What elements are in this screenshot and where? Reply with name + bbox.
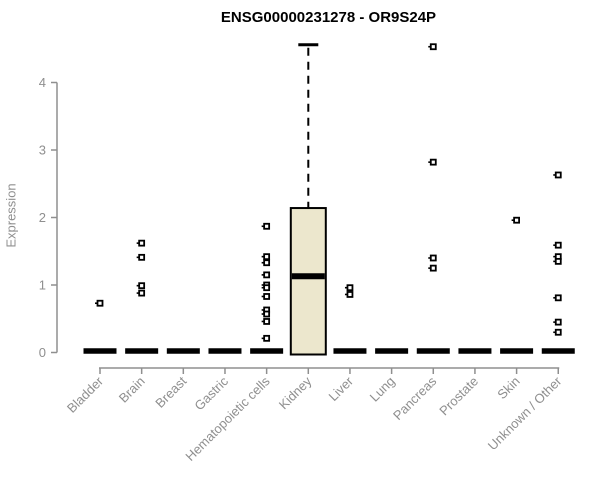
- outlier-point: [138, 253, 146, 261]
- outlier-point: [96, 299, 104, 307]
- outlier-point: [263, 293, 271, 300]
- outlier-point: [263, 253, 271, 261]
- outlier-point: [429, 264, 437, 272]
- x-tick-label: Lung: [367, 374, 398, 405]
- x-tick-label: Pancreas: [390, 373, 440, 423]
- x-tick-label: Brain: [116, 374, 148, 406]
- x-tick-label: Prostate: [436, 374, 481, 419]
- y-tick-label: 3: [39, 143, 46, 158]
- outlier-point: [263, 310, 271, 318]
- outlier-point: [138, 289, 146, 297]
- y-tick-label: 4: [39, 75, 46, 90]
- outlier-point: [429, 254, 437, 262]
- outlier-point: [554, 328, 562, 336]
- outlier-point: [263, 271, 271, 279]
- x-tick-label: Bladder: [64, 373, 107, 416]
- outlier-point: [554, 257, 562, 265]
- y-tick-label: 0: [39, 345, 46, 360]
- outlier-point: [263, 318, 271, 325]
- outlier-point: [554, 318, 562, 326]
- box-Kidney: [289, 207, 327, 356]
- outlier-point: [263, 284, 271, 292]
- x-tick-label: Breast: [152, 373, 189, 410]
- outlier-point: [429, 158, 437, 166]
- outlier-point: [554, 294, 562, 302]
- outlier-point: [263, 222, 271, 230]
- outlier-point: [554, 241, 562, 249]
- outlier-point: [346, 291, 354, 298]
- y-tick-label: 1: [39, 278, 46, 293]
- outlier-point: [263, 259, 271, 267]
- x-tick-label: Liver: [326, 373, 357, 404]
- outlier-point: [138, 282, 146, 290]
- x-tick-label: Kidney: [276, 373, 315, 412]
- outlier-point: [513, 216, 520, 224]
- outlier-point: [429, 43, 437, 51]
- outlier-point: [554, 171, 562, 179]
- outlier-point: [346, 284, 354, 292]
- chart-title: ENSG00000231278 - OR9S24P: [220, 9, 437, 26]
- y-tick-label: 2: [39, 210, 46, 225]
- x-tick-label: Gastric: [191, 373, 231, 413]
- x-tick-label: Unknown / Other: [485, 373, 565, 453]
- outlier-point: [138, 239, 146, 247]
- x-tick-label: Skin: [494, 374, 522, 402]
- outlier-point: [263, 334, 271, 342]
